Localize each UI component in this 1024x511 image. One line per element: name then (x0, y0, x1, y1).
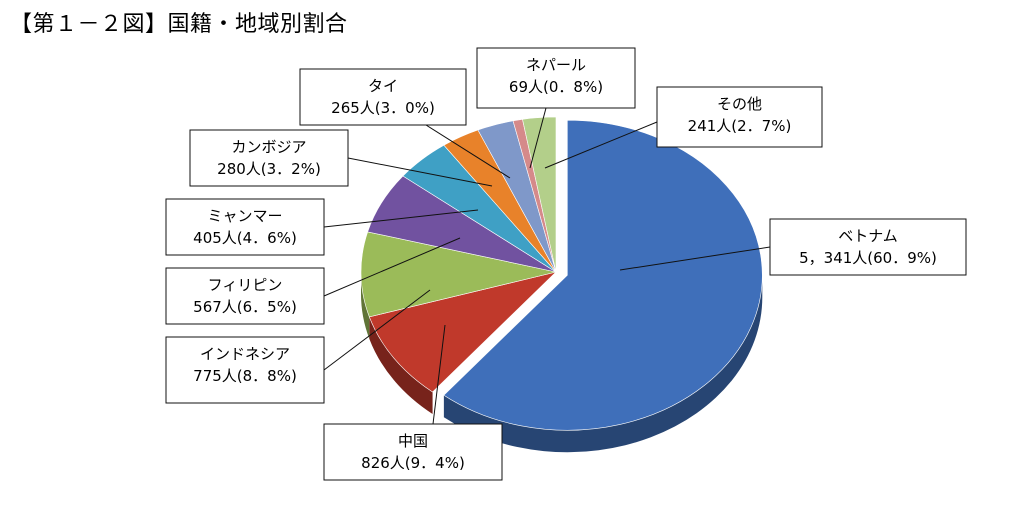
data-label-box-5 (189, 129, 349, 187)
data-label-box-7 (476, 47, 636, 109)
slice-side-1 (369, 316, 433, 415)
chart-title: 【第１－２図】国籍・地域別割合 (10, 12, 348, 37)
data-label-category-2: インドネシア (200, 345, 290, 363)
data-label-value-3: 567人(6．5%) (193, 298, 297, 316)
leader-line-8 (544, 121, 658, 169)
data-label-category-0: ベトナム (838, 227, 898, 245)
data-label-value-1: 826人(9．4%) (361, 454, 465, 472)
data-label-category-6: タイ (368, 77, 398, 95)
data-label-value-5: 280人(3．2%) (217, 160, 321, 178)
data-label-value-7: 69人(0．8%) (509, 78, 603, 96)
data-label-category-5: カンボジア (231, 138, 306, 156)
data-label-box-4 (165, 198, 325, 256)
data-label-box-1 (323, 423, 503, 481)
data-label-value-8: 241人(2．7%) (688, 117, 792, 135)
data-label-category-8: その他 (717, 95, 762, 113)
data-label-category-4: ミャンマー (207, 207, 282, 225)
data-label-category-7: ネパール (526, 56, 586, 74)
data-label-value-2: 775人(8．8%) (193, 367, 297, 385)
leader-line-3 (323, 237, 461, 297)
leader-line-7 (529, 107, 547, 169)
data-label-category-1: 中国 (398, 432, 428, 450)
pie-slice-8 (522, 116, 557, 273)
data-label-box-3 (165, 267, 325, 325)
data-label-box-0 (769, 218, 967, 276)
data-label-category-3: フィリピン (208, 276, 283, 294)
leader-line-5 (347, 157, 493, 187)
data-label-value-6: 265人(3．0%) (331, 99, 435, 117)
data-label-box-2 (165, 336, 325, 404)
leader-line-1 (432, 324, 446, 425)
leader-line-4 (323, 209, 479, 228)
leader-line-0 (619, 246, 771, 271)
data-label-box-6 (299, 68, 467, 126)
slice-side-2 (361, 272, 370, 339)
slice-side-0 (443, 275, 763, 453)
pie-slice-1 (368, 271, 557, 393)
data-label-box-8 (656, 86, 823, 148)
data-label-value-0: 5，341人(60．9%) (799, 249, 937, 267)
leader-line-2 (323, 289, 431, 371)
pie-slice-2 (360, 231, 557, 318)
data-label-value-4: 405人(4．6%) (193, 229, 297, 247)
leader-line-6 (425, 124, 511, 179)
